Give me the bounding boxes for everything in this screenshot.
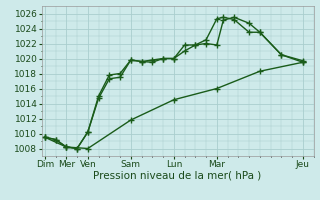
X-axis label: Pression niveau de la mer( hPa ): Pression niveau de la mer( hPa ) [93, 171, 262, 181]
